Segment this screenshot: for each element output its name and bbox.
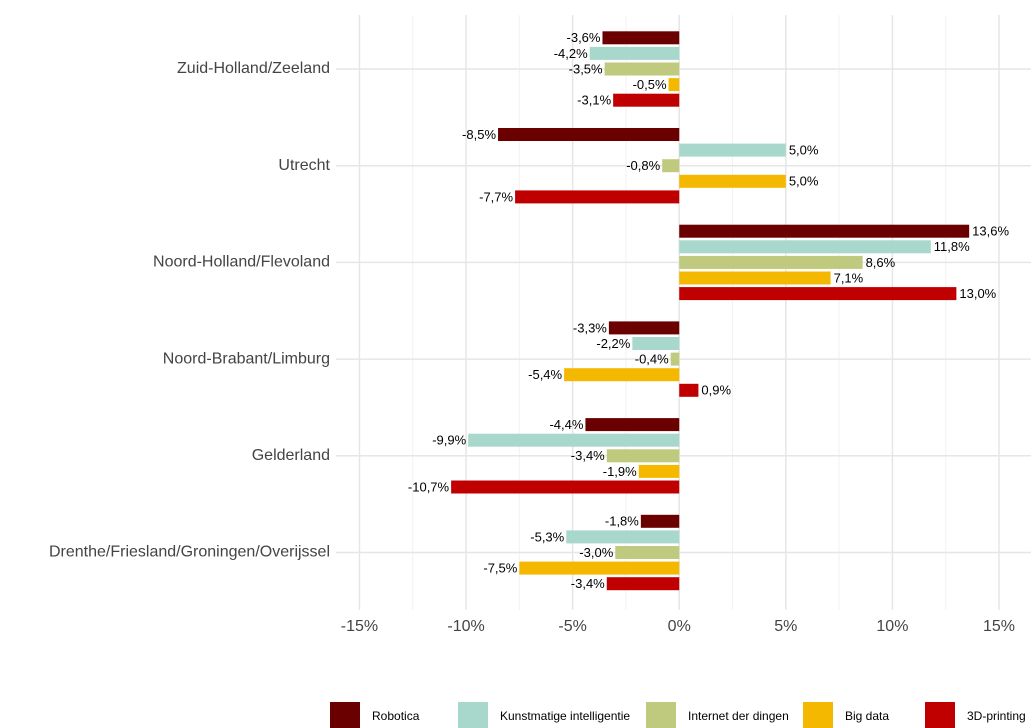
bar [679, 287, 957, 301]
x-tick-label: 10% [876, 618, 908, 635]
value-label: -1,9% [603, 464, 637, 479]
value-label: 13,0% [959, 286, 996, 301]
bar [679, 143, 786, 157]
legend-label: Internet der dingen [688, 709, 789, 723]
bar [679, 240, 931, 254]
value-label: 0,9% [701, 383, 731, 398]
legend-label: Kunstmatige intelligentie [500, 709, 630, 723]
value-label: 7,1% [834, 270, 864, 285]
value-label: -0,5% [633, 77, 667, 92]
y-tick-label: Utrecht [278, 157, 330, 174]
y-tick-label: Gelderland [252, 447, 330, 464]
bar [606, 577, 680, 591]
bar [679, 255, 863, 269]
bar [566, 530, 680, 544]
value-label: -0,8% [626, 158, 660, 173]
bar [602, 31, 680, 45]
bar [668, 78, 680, 92]
bar [585, 418, 680, 432]
bar [468, 433, 680, 447]
bar [638, 464, 680, 478]
y-tick-label: Noord-Brabant/Limburg [163, 350, 330, 367]
value-label: 11,8% [934, 239, 970, 254]
bar [608, 321, 680, 335]
bar [679, 383, 699, 397]
bar [519, 561, 680, 575]
value-label: 8,6% [866, 255, 896, 270]
x-tick-label: -10% [447, 618, 484, 635]
x-tick-label: 0% [668, 618, 691, 635]
bar [670, 352, 680, 366]
value-label: 5,0% [789, 174, 819, 189]
bar [498, 128, 680, 141]
legend-swatch [458, 702, 488, 728]
bar [564, 368, 680, 382]
y-tick-label: Noord-Holland/Flevoland [153, 254, 330, 271]
value-label: -5,4% [528, 367, 562, 382]
value-label: -3,6% [567, 30, 601, 45]
value-label: -4,2% [554, 46, 588, 61]
bar [451, 480, 680, 494]
bar [679, 271, 831, 285]
value-label: -7,5% [483, 561, 517, 576]
value-label: -0,4% [635, 352, 669, 367]
value-label: 5,0% [789, 143, 819, 158]
value-label: -9,9% [432, 433, 466, 448]
bar [604, 62, 680, 76]
bar [679, 174, 786, 188]
bar [632, 337, 680, 350]
value-label: 13,6% [972, 224, 1009, 239]
legend-label: 3D-printing [967, 709, 1026, 723]
value-label: -3,3% [573, 320, 607, 335]
bar [515, 190, 680, 204]
bar [613, 93, 680, 107]
y-tick-label: Drenthe/Friesland/Groningen/Overijssel [49, 544, 330, 561]
legend-label: Big data [845, 709, 889, 723]
value-label: -5,3% [530, 529, 564, 544]
bar [606, 449, 680, 463]
legend-label: Robotica [372, 709, 420, 723]
bar [679, 224, 970, 238]
bar [640, 514, 680, 528]
value-label: -3,1% [577, 93, 611, 108]
bar [589, 46, 680, 60]
x-tick-label: -15% [341, 618, 378, 635]
x-tick-label: 5% [774, 618, 797, 635]
value-label: -7,7% [479, 189, 513, 204]
value-label: -8,5% [462, 127, 496, 142]
bar [615, 546, 680, 559]
x-tick-label: -5% [558, 618, 586, 635]
value-label: -4,4% [549, 417, 583, 432]
x-tick-label: 15% [983, 618, 1015, 635]
value-label: -1,8% [605, 514, 639, 529]
y-tick-label: Zuid-Holland/Zeeland [177, 60, 330, 77]
value-label: -2,2% [596, 336, 630, 351]
value-label: -10,7% [408, 479, 450, 494]
value-label: -3,5% [569, 61, 603, 76]
value-label: -3,4% [571, 576, 605, 591]
legend-swatch [646, 702, 676, 728]
legend-swatch [803, 702, 833, 728]
value-label: -3,0% [579, 545, 613, 560]
bar [662, 159, 680, 173]
legend-swatch [330, 702, 360, 728]
legend-swatch [925, 702, 955, 728]
value-label: -3,4% [571, 448, 605, 463]
